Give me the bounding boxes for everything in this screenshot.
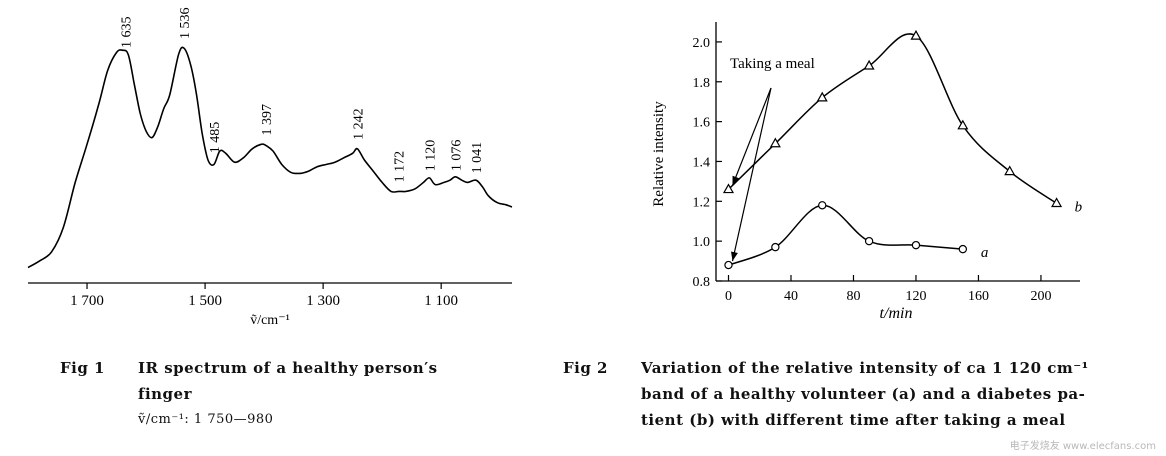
fig1-peak-label: 1 536 (178, 7, 193, 39)
fig2-series-a-point (864, 236, 874, 246)
fig2-series-b-point (910, 29, 922, 40)
fig1-peak-label: 1 242 (351, 108, 366, 140)
fig2-series-b-point (863, 59, 875, 70)
relative-intensity-chart: 0.8 1.0 1.2 1.4 1.6 1.8 2.0 0 40 80 120 160 200 t/min… (651, 22, 1083, 322)
fig2-x-tick-label: 80 (846, 289, 860, 304)
fig2-caption: Fig 2 Variation of the relative intensity… (563, 355, 1163, 433)
fig2-series-b-point (816, 91, 828, 102)
fig2-number: Fig 2 (563, 359, 608, 377)
fig2-x-axis-label: t/min (880, 305, 913, 322)
fig2-annotation-text: Taking a meal (730, 56, 815, 72)
fig2-annotation-arrowhead (732, 175, 740, 186)
fig1-peak-label: 1 172 (393, 151, 408, 183)
fig2-series-b-point (722, 183, 735, 194)
fig2-series-a-point (724, 260, 733, 270)
fig2-series-a-point (818, 201, 827, 210)
fig2-series-b-point (769, 137, 781, 148)
fig2-x-tick-label: 120 (905, 289, 926, 304)
fig2-annotation-arrow (731, 87, 772, 262)
fig2-series-b-point (1051, 197, 1063, 208)
fig1-x-tick-label: 1 700 (70, 293, 104, 309)
fig2-series-a-line (728, 204, 963, 266)
fig1-number: Fig 1 (60, 359, 105, 377)
fig2-caption-line2: band of a healthy volunteer (a) and a di… (641, 385, 1086, 403)
fig2-y-axis-label: Relative intensity (651, 101, 667, 207)
fig2-y-tick-label: 1.6 (693, 116, 711, 131)
fig1-caption-note: ṽ/cm⁻¹: 1 750—980 (138, 412, 274, 427)
fig2-x-tick-label: 0 (725, 289, 732, 304)
fig2-series-b-point (957, 119, 969, 130)
fig2-y-tick-label: 2.0 (693, 36, 711, 51)
fig1-peak-label: 1 076 (449, 140, 464, 172)
fig2-series-a-point (771, 242, 780, 252)
fig2-x-tick-label: 200 (1030, 289, 1051, 304)
fig2-y-tick-label: 1.2 (693, 195, 711, 210)
watermark: 电子发烧友 www.elecfans.com (1009, 441, 1156, 452)
fig1-x-tick-label: 1 500 (188, 293, 222, 309)
fig1-caption-line1: IR spectrum of a healthy person′s (138, 359, 438, 377)
fig1-x-tick-label: 1 300 (306, 293, 340, 309)
fig1-peak-label: 1 635 (119, 17, 134, 49)
fig1-spectrum-line (27, 46, 513, 269)
fig1-x-axis-label: ṽ/cm⁻¹ (250, 313, 290, 328)
fig2-y-tick-label: 1.0 (693, 235, 711, 250)
fig2-series-b-point (1004, 165, 1016, 176)
fig1-caption: Fig 1 IR spectrum of a healthy person′s f… (60, 355, 530, 433)
fig1-peak-label: 1 397 (260, 104, 275, 136)
fig2-annotation-arrowhead (731, 251, 738, 262)
fig1-peak-label: 1 041 (470, 142, 485, 174)
fig2-x-tick-label: 160 (968, 289, 989, 304)
fig1-peak-label: 1 120 (423, 140, 438, 172)
fig2-annotation-arrow (731, 87, 772, 186)
fig2-caption-line1: Variation of the relative intensity of c… (641, 359, 1089, 377)
fig2-series-a-point (958, 244, 968, 254)
fig1-peak-label: 1 485 (208, 122, 223, 154)
fig2-series-b-label: b (1075, 199, 1083, 215)
fig2-series-b-line (727, 33, 1058, 204)
ir-spectrum-chart: 1 700 1 500 1 300 1 100 ṽ/cm⁻¹ 1 635 1 536 1 48… (27, 7, 513, 328)
fig2-y-tick-label: 1.4 (693, 155, 711, 170)
fig2-series-a-point (911, 240, 921, 250)
fig2-caption-line3: tient (b) with different time after taki… (641, 411, 1066, 429)
fig2-x-tick-label: 40 (784, 289, 798, 304)
fig2-y-tick-label: 0.8 (693, 275, 711, 290)
fig2-y-tick-label: 1.8 (693, 76, 711, 91)
fig1-caption-line2: finger (138, 385, 192, 403)
fig1-x-tick-label: 1 100 (424, 293, 458, 309)
fig2-series-a-label: a (981, 245, 989, 261)
